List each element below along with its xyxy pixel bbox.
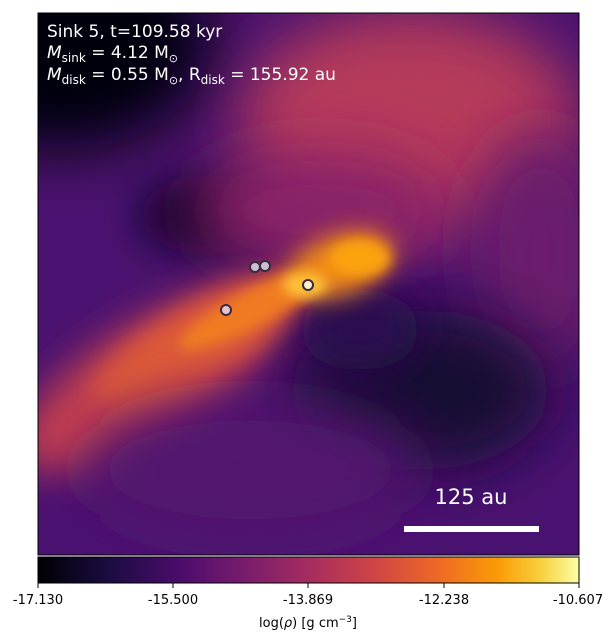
colorbar-ticks	[37, 583, 580, 588]
sink-marker	[302, 279, 314, 291]
colorbar-label: log(ρ) [g cm−3]	[259, 615, 357, 631]
colorbar-tick-label: -12.238	[419, 593, 469, 608]
sink-mass-label: Msink = 4.12 M⊙	[47, 43, 178, 65]
colorbar-tick-label: -15.500	[148, 593, 198, 608]
scale-bar	[404, 526, 539, 532]
colorbar-tick-label: -10.607	[553, 593, 603, 608]
disk-label: Mdisk = 0.55 M⊙, Rdisk = 155.92 au	[47, 65, 336, 87]
sink-marker	[220, 304, 232, 316]
colorbar-tick-label: -17.130	[13, 593, 63, 608]
scale-bar-label: 125 au	[435, 485, 508, 509]
sink-marker	[259, 260, 271, 272]
colorbar	[37, 556, 580, 584]
sink-marker	[249, 261, 261, 273]
panel-title: Sink 5, t=109.58 kyr	[47, 22, 222, 42]
sink-markers	[220, 260, 314, 316]
density-map	[38, 13, 579, 555]
plot-frame	[37, 12, 580, 556]
colorbar-tick-label: -13.869	[283, 593, 333, 608]
